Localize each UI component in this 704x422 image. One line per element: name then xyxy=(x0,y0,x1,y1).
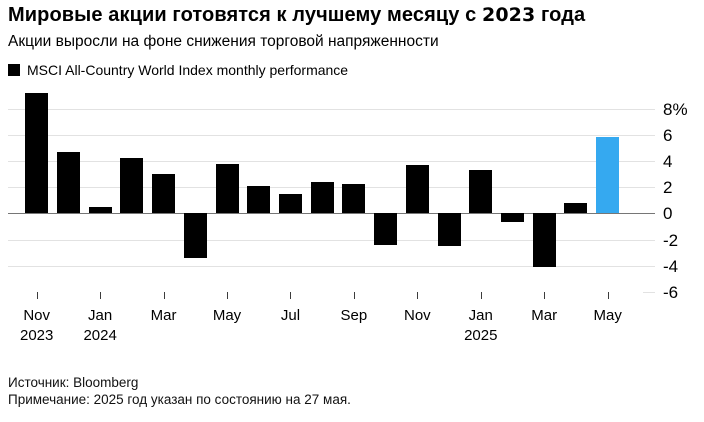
bar-oct-2024 xyxy=(374,213,398,245)
bar-mar-2025 xyxy=(532,213,556,267)
x-axis-label-month: May xyxy=(593,307,622,324)
bar-aug-2024 xyxy=(310,181,334,214)
gridline-8 xyxy=(8,108,655,110)
x-axis-label-month: Nov xyxy=(23,307,51,324)
bar-dec-2023 xyxy=(56,151,80,214)
y-axis-label-0: 0 xyxy=(663,204,673,224)
x-axis-tick-may xyxy=(227,292,229,299)
x-axis-label-year: 2023 xyxy=(20,327,54,344)
bar-nov-2024 xyxy=(405,164,429,214)
bar-jan-2025 xyxy=(469,170,493,214)
x-axis-tick-jan-2024 xyxy=(100,292,102,299)
legend-swatch-icon xyxy=(8,64,20,76)
chart-legend: MSCI All-Country World Index monthly per… xyxy=(8,62,348,78)
y-axis-label--6: -6 xyxy=(663,282,679,302)
title-text-part1: Мировые акции готовятся к лучшему месяцу… xyxy=(8,4,483,26)
bar-apr-2025 xyxy=(564,202,588,214)
bar-jun-2024 xyxy=(247,185,271,214)
x-axis-label-month: Sep xyxy=(340,307,368,324)
bar-apr-2024 xyxy=(183,213,207,258)
x-axis-label-year: 2025 xyxy=(464,327,498,344)
y-axis-label-8: 8% xyxy=(663,99,688,119)
x-axis-label-month: Jan xyxy=(468,307,493,324)
bar-dec-2024 xyxy=(437,213,461,247)
y-axis-label--2: -2 xyxy=(663,230,679,250)
x-axis-label-month: Mar xyxy=(531,307,558,324)
title-text-part2: года xyxy=(535,4,586,26)
x-axis-label-month: May xyxy=(212,307,242,324)
gridline--4 xyxy=(8,265,655,267)
x-axis-label-year: 2024 xyxy=(83,327,117,344)
bar-jul-2024 xyxy=(278,193,302,214)
title-year: 2023 xyxy=(482,4,536,26)
legend-label: MSCI All-Country World Index monthly per… xyxy=(27,62,349,78)
bar-chart: 8% 6 4 2 0 -2 -4 -6 Nov 2023 Jan 2024 Mar May Jul Sep No… xyxy=(0,88,704,350)
y-axis-label-2: 2 xyxy=(663,178,673,198)
source-note: Источник: Bloomberg xyxy=(8,375,139,390)
gridline--2 xyxy=(8,239,655,241)
chart-footer: Источник: Bloomberg Примечание: 2025 год… xyxy=(8,374,698,408)
gridline-4 xyxy=(8,160,655,162)
page-title: Мировые акции готовятся к лучшему месяцу… xyxy=(8,2,698,28)
x-axis-tick-jan-2025 xyxy=(480,292,482,299)
x-axis-label-month: Jul xyxy=(280,307,301,324)
x-axis-tick-nov-2023 xyxy=(36,292,38,299)
y-axis-label-6: 6 xyxy=(663,125,673,145)
x-axis-tick-mar xyxy=(544,292,546,299)
bar-feb-2025 xyxy=(501,213,524,223)
bar-feb-2024 xyxy=(120,158,144,214)
gridline-stub--6 xyxy=(643,291,655,293)
bar-nov-2023 xyxy=(25,92,49,214)
gridline-6 xyxy=(8,134,655,136)
x-axis-label-month: Nov xyxy=(403,307,431,324)
x-axis-tick-may xyxy=(607,292,609,299)
zero-axis-line xyxy=(8,213,655,215)
x-axis-label-month: Jan xyxy=(88,307,113,324)
footnote: Примечание: 2025 год указан по состоянию… xyxy=(8,392,351,407)
x-axis-tick-jul xyxy=(290,292,292,299)
bar-sep-2024 xyxy=(342,184,366,214)
y-axis-label--4: -4 xyxy=(663,256,679,276)
bar-may-2024 xyxy=(215,163,239,214)
chart-subtitle: Акции выросли на фоне снижения торговой … xyxy=(8,33,439,50)
x-axis-tick-mar xyxy=(163,292,165,299)
bar-jan-2024 xyxy=(88,206,112,214)
bar-mar-2024 xyxy=(152,174,176,214)
x-axis-tick-sep xyxy=(353,292,355,299)
bar-may-2025 xyxy=(596,137,620,214)
y-axis-label-4: 4 xyxy=(663,151,673,171)
x-axis-tick-nov xyxy=(417,292,419,299)
x-axis-label-month: Mar xyxy=(150,307,177,324)
